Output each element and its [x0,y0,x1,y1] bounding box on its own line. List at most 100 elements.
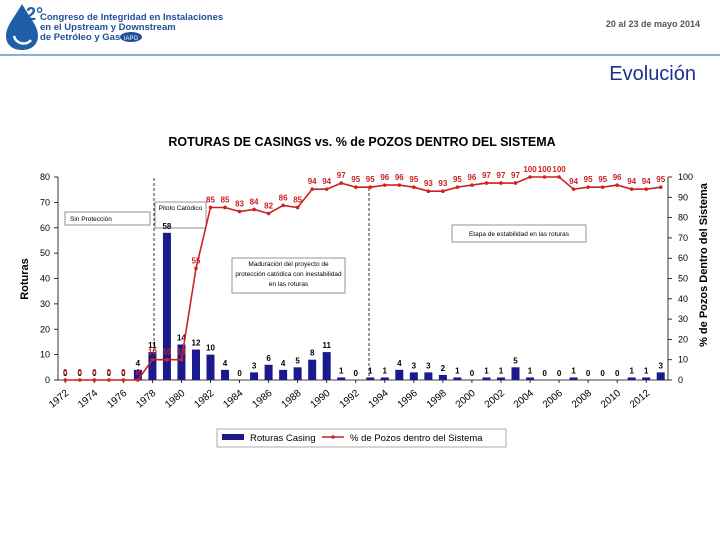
legend-swatch [222,434,244,440]
line-value-label: 94 [627,177,636,186]
bar [424,372,433,380]
y-tick-label: 30 [40,299,50,309]
bar-value-label: 10 [206,344,215,353]
line-value-label: 94 [642,177,651,186]
line-value-label: 0 [136,368,141,377]
x-tick-label: 2002 [483,388,507,411]
bar-value-label: 14 [177,333,186,342]
y2-tick-label: 100 [678,172,693,182]
x-tick-label: 2004 [512,388,536,411]
line-value-label: 10 [148,348,157,357]
bar-value-label: 3 [659,361,664,370]
bar-value-label: 0 [542,369,547,378]
bar [250,372,259,380]
bar [221,369,230,380]
bar-value-label: 1 [571,366,576,375]
legend-box [216,428,507,448]
line-value-label: 0 [78,368,83,377]
y2-tick-label: 80 [678,213,688,223]
y2-tick-label: 30 [678,314,688,324]
line-marker [382,183,387,187]
line-value-label: 94 [569,177,578,186]
bar-value-label: 5 [513,356,518,365]
line-marker [644,187,649,191]
line-marker [150,357,155,362]
bar-value-label: 0 [121,369,126,378]
line-marker [542,175,547,179]
bar [279,369,288,380]
bar [366,377,375,380]
y2-tick-label: 50 [678,274,688,284]
bar-value-label: 1 [484,366,489,375]
bar-value-label: 1 [528,366,533,375]
bar-value-label: 1 [339,366,344,375]
line-value-label: 95 [453,175,462,184]
date: 20 al 23 de mayo 2014 [606,19,700,29]
logo-wave [12,35,32,45]
line-value-label: 100 [523,165,537,174]
legend-label: Roturas Casing [250,433,315,444]
line-marker [179,357,184,362]
bar-value-label: 4 [397,359,402,368]
bar [395,369,404,380]
bar [656,372,665,380]
line-value-label: 95 [598,175,607,184]
y-tick-label: 20 [40,324,50,334]
y2-tick-label: 40 [678,294,688,304]
line-value-label: 96 [467,173,476,182]
x-tick-label: 1992 [338,388,362,411]
line-marker [455,185,460,189]
bar-value-label: 4 [136,359,141,368]
y-tick-label: 70 [40,197,50,207]
bar [380,377,389,380]
line-marker [121,378,126,382]
x-tick-label: 1982 [192,388,216,411]
bar-value-label: 2 [441,364,446,373]
congress-line: Congreso de Integridad en Instalaciones [40,12,223,23]
line-value-label: 10 [177,348,186,357]
y2-tick-label: 10 [678,355,688,365]
line-value-label: 97 [482,171,491,180]
badge: 2° [26,4,43,24]
annotation: Maduración del proyecto de protección ca… [235,261,342,288]
y-tick-label: 10 [40,350,50,360]
bar-value-label: 11 [148,341,157,350]
bar-value-label: 1 [629,366,634,375]
line-value-label: 97 [337,171,346,180]
bar-value-label: 1 [368,366,373,375]
bar-value-label: 6 [266,354,271,363]
bar-value-label: 3 [252,361,257,370]
bar [482,377,491,380]
x-tick-label: 1990 [309,388,333,411]
line-marker [571,187,576,191]
line-value-label: 94 [308,177,317,186]
bar-value-label: 0 [92,369,97,378]
bar-value-label: 3 [426,361,431,370]
line-marker [484,181,489,185]
line-marker [353,185,358,189]
bar-value-label: 0 [600,369,605,378]
bar-value-label: 5 [295,356,300,365]
x-tick-label: 2012 [628,388,652,411]
bar-value-label: 1 [455,366,460,375]
line-value-label: 86 [279,193,288,202]
y2-tick-label: 20 [678,334,688,344]
bar [162,232,171,380]
x-tick-label: 1996 [396,388,420,411]
x-tick-label: 2010 [599,388,623,411]
line-value-label: 0 [92,368,97,377]
line-value-label: 96 [613,173,622,182]
x-tick-label: 1976 [105,388,129,411]
line-marker [223,205,227,210]
bar [177,344,186,380]
bar-value-label: 0 [78,369,83,378]
bar [409,372,418,380]
bar [569,377,578,380]
line-value-label: 96 [380,173,389,182]
line-marker [615,183,619,187]
bar-value-label: 0 [586,369,591,378]
bar [526,377,535,380]
line-value-label: 55 [192,256,201,265]
bar-value-label: 0 [237,369,242,378]
bar [627,377,636,380]
